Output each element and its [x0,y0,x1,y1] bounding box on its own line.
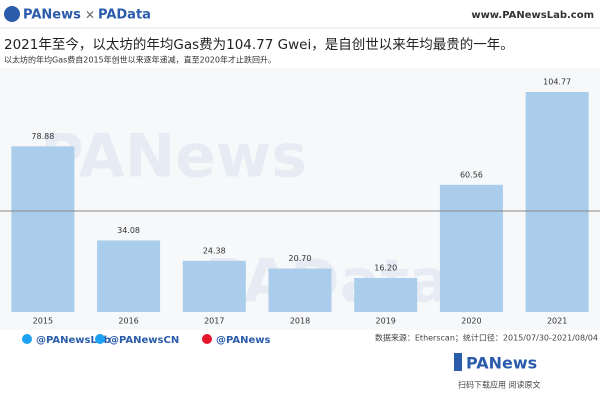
website: www.PANewsLab.com [471,10,594,21]
logo-icon [4,6,20,22]
data-label: 104.77 [543,78,571,87]
logo-icon [454,353,462,371]
watermark: PANews [40,122,307,192]
twitter-icon [95,334,105,344]
plot: PANewsPAData201578.88201634.08201724.382… [11,78,589,326]
social-handle: @PANews [216,335,271,346]
bar [97,240,161,312]
data-source: 数据来源：Etherscan；统计口径：2015/07/30-2021/08/0… [375,333,598,343]
x-tick-label: 2021 [547,317,567,326]
chart-subtitle: 以太坊的年均Gas费自2015年创世以来逐年递减，直至2020年才止跌回升。 [4,55,276,65]
twitter-icon [22,334,32,344]
bar [525,92,589,312]
x-tick-label: 2016 [118,317,138,326]
x-tick-label: 2015 [33,317,53,326]
brand-left: PANews [23,8,81,23]
data-label: 78.88 [31,132,54,141]
bar [439,184,503,312]
x-tick-label: 2019 [376,317,396,326]
bar [354,277,418,312]
social-handle: @PANewsLab [36,335,111,346]
footer-logo: PANews [466,354,537,373]
x-tick-label: 2020 [461,317,481,326]
bar [182,260,246,312]
weibo-icon [202,334,212,344]
x-tick-label: 2018 [290,317,310,326]
data-label: 16.20 [374,263,397,272]
bar [11,146,75,312]
x-tick-label: 2017 [204,317,224,326]
data-label: 34.08 [117,226,140,235]
chart-title: 2021年至今，以太坊的年均Gas费为104.77 Gwei，是自创世以来年均最… [4,37,514,53]
data-label: 24.38 [203,246,226,255]
data-label: 60.56 [460,170,483,179]
data-label: 20.70 [289,254,312,263]
bar [268,268,332,312]
brand-right: PAData [98,8,151,23]
social-handle: @PANewsCN [109,335,179,346]
brand-sep: × [85,8,95,22]
footer-cta: 扫码下载应用 阅读原文 [458,380,541,390]
